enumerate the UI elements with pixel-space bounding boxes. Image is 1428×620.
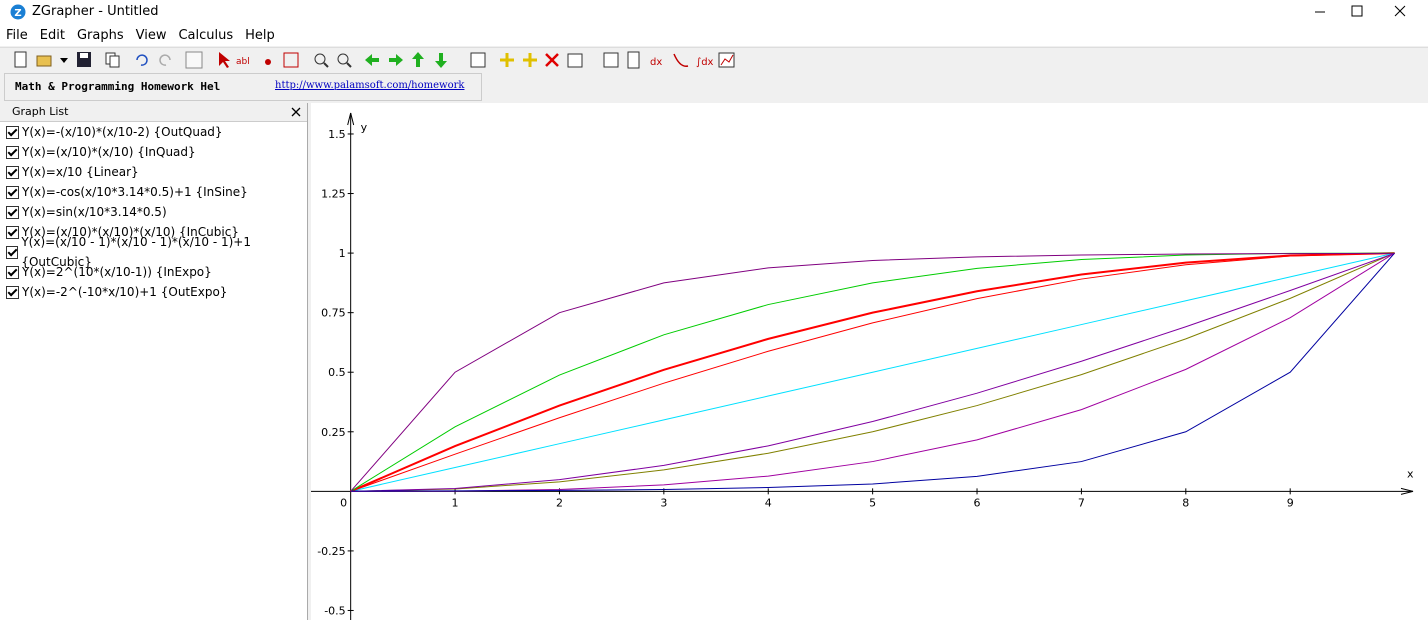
checkbox[interactable] — [6, 125, 19, 139]
svg-text:dx: dx — [650, 57, 662, 68]
curve — [350, 252, 1395, 492]
x-tick-label: 7 — [1078, 496, 1085, 509]
menu-item[interactable]: File — [6, 28, 28, 43]
x-tick-label: 9 — [1287, 496, 1294, 509]
curve — [350, 252, 1395, 492]
toolbar-icons[interactable]: abl dx ∫dx — [0, 48, 760, 73]
menu-item[interactable]: Help — [245, 28, 275, 43]
x-tick-label: 6 — [974, 496, 981, 509]
promo-link[interactable]: http://www.palamsoft.com/homework — [275, 80, 465, 91]
x-axis-arrow — [1400, 487, 1414, 495]
graph-list-item[interactable]: Y(x)=-2^(-10*x/10)+1 {OutExpo} — [0, 282, 307, 302]
menu-bar: File Edit Graphs View Calculus Help — [0, 24, 1428, 46]
graph-list-item[interactable]: Y(x)=sin(x/10*3.14*0.5) — [0, 202, 307, 222]
plot-area: x y 0 1 2 3 4 5 6 7 8 9 -0.5 -0.25 0.25 0.5 0.75 1 1.25 1.5 — [311, 103, 1428, 620]
y-tick-label: -0.25 — [317, 545, 345, 558]
x-tick-label: 2 — [556, 496, 563, 509]
graph-list-item[interactable]: Y(x)=2^(10*(x/10-1)) {InExpo} — [0, 262, 307, 282]
window-controls[interactable] — [1290, 0, 1428, 24]
checkbox[interactable] — [6, 245, 19, 259]
y-tick-label: 1 — [339, 247, 346, 260]
checkbox[interactable] — [6, 145, 19, 159]
y-tick-label: 0.25 — [321, 426, 346, 439]
close-button[interactable] — [291, 107, 301, 117]
menu-item[interactable]: Edit — [39, 28, 65, 43]
checkbox[interactable] — [6, 205, 19, 219]
curve — [350, 252, 1395, 492]
promo-text: Math & Programming Homework Hel — [15, 80, 221, 93]
x-tick-label: 4 — [765, 496, 772, 509]
curve — [350, 252, 1395, 492]
menu-item[interactable]: Calculus — [178, 28, 234, 43]
graph-formula: Y(x)=-cos(x/10*3.14*0.5)+1 {InSine} — [22, 185, 248, 199]
graph-formula: Y(x)=sin(x/10*3.14*0.5) — [22, 205, 167, 219]
svg-text:Z: Z — [14, 8, 21, 19]
checkbox[interactable] — [6, 185, 19, 199]
checkbox[interactable] — [6, 225, 19, 239]
curve — [350, 252, 1395, 492]
graph-list-panel: Graph List Y(x)=-(x/10)*(x/10-2) {OutQua… — [0, 103, 308, 620]
x-tick-label: 3 — [660, 496, 667, 509]
checkbox[interactable] — [6, 165, 19, 179]
curve — [350, 252, 1395, 492]
svg-text:abl: abl — [236, 57, 250, 67]
graph-list-title: Graph List — [12, 105, 69, 118]
y-tick-label: 1.5 — [328, 128, 346, 141]
graph-formula: Y(x)=(x/10)*(x/10)*(x/10) {InCubic} — [22, 225, 239, 239]
menu-item[interactable]: Graphs — [76, 28, 124, 43]
graph-list-item[interactable]: Y(x)=(x/10 - 1)*(x/10 - 1)*(x/10 - 1)+1 … — [0, 235, 307, 269]
checkbox[interactable] — [6, 265, 19, 279]
graph-list-item[interactable]: Y(x)=(x/10)*(x/10) {InQuad} — [0, 142, 307, 162]
curve — [350, 252, 1395, 492]
title-bar: Z ZGrapher - Untitled — [0, 0, 1428, 24]
graph-formula: Y(x)=(x/10)*(x/10) {InQuad} — [22, 145, 196, 159]
graph-formula: Y(x)=(x/10 - 1)*(x/10 - 1)*(x/10 - 1)+1 … — [21, 235, 251, 269]
checkbox[interactable] — [6, 285, 19, 299]
graph-formula: Y(x)=2^(10*(x/10-1)) {InExpo} — [22, 265, 212, 279]
graph-list-item[interactable]: Y(x)=-cos(x/10*3.14*0.5)+1 {InSine} — [0, 182, 307, 202]
svg-text:∫dx: ∫dx — [696, 57, 714, 68]
graph-formula: Y(x)=-2^(-10*x/10)+1 {OutExpo} — [22, 285, 228, 299]
x-tick-label: 0 — [340, 496, 347, 509]
x-axis-label: x — [1407, 467, 1414, 480]
toolbar: abl dx ∫dx — [0, 47, 1428, 73]
graph-formula: Y(x)=x/10 {Linear} — [22, 165, 139, 179]
y-tick-label: 0.5 — [328, 366, 346, 379]
curve — [350, 252, 1395, 492]
graph-list: Y(x)=-(x/10)*(x/10-2) {OutQuad} Y(x)=(x/1… — [0, 122, 307, 302]
graph-formula: Y(x)=-(x/10)*(x/10-2) {OutQuad} — [22, 125, 223, 139]
x-tick-label: 8 — [1182, 496, 1189, 509]
graph-list-item[interactable]: Y(x)=-(x/10)*(x/10-2) {OutQuad} — [0, 122, 307, 142]
graph-list-item[interactable]: Y(x)=x/10 {Linear} — [0, 162, 307, 182]
address-bar: Math & Programming Homework Hel http://w… — [4, 73, 482, 101]
x-tick-label: 5 — [869, 496, 876, 509]
y-tick-label: 1.25 — [321, 188, 346, 201]
y-tick-label: -0.5 — [324, 604, 345, 617]
graph-list-header: Graph List — [0, 103, 307, 122]
y-tick-label: 0.75 — [321, 307, 346, 320]
graph-list-item[interactable]: Y(x)=(x/10)*(x/10)*(x/10) {InCubic} — [0, 222, 307, 242]
y-axis-arrow — [347, 112, 355, 126]
x-tick-label: 1 — [452, 496, 459, 509]
menu-item[interactable]: View — [135, 28, 167, 43]
curve — [350, 252, 1395, 493]
y-axis-label: y — [361, 121, 368, 134]
app-icon: Z — [10, 4, 26, 20]
window-title: ZGrapher - Untitled — [32, 4, 159, 19]
